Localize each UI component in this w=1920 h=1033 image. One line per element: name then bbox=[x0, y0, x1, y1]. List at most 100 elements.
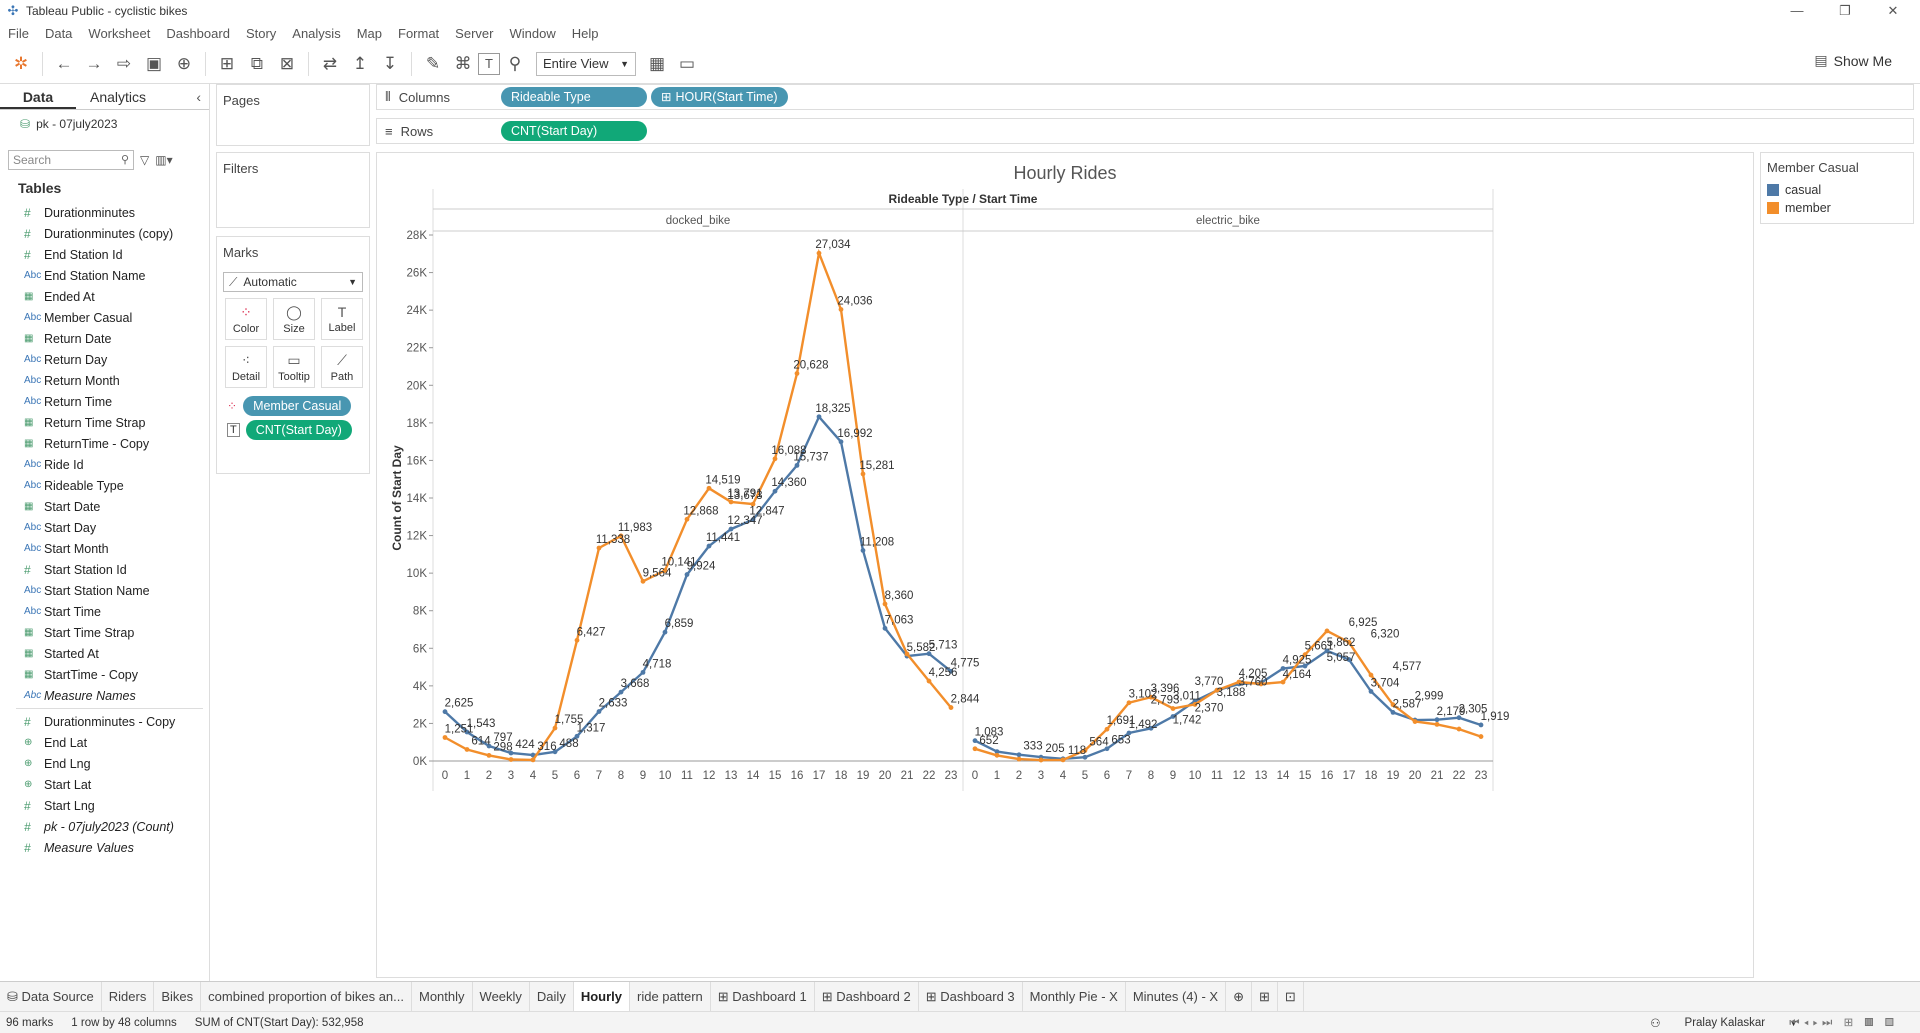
tab-data[interactable]: Data bbox=[0, 84, 76, 109]
field-item[interactable]: ▦ Return Date bbox=[0, 328, 209, 349]
color-legend[interactable]: Member Casual casual member bbox=[1760, 152, 1914, 224]
field-item[interactable]: Abc Measure Names bbox=[0, 685, 209, 706]
search-input[interactable]: Search ⚲ bbox=[8, 150, 134, 170]
show-labels-icon[interactable]: T bbox=[478, 52, 500, 75]
field-item[interactable]: ▦ Started At bbox=[0, 643, 209, 664]
new-worksheet-tab-icon[interactable]: ⊕ bbox=[1226, 981, 1252, 1012]
new-story-tab-icon[interactable]: ⊡ bbox=[1278, 981, 1304, 1012]
field-item[interactable]: ▦ Start Time Strap bbox=[0, 622, 209, 643]
field-item[interactable]: # pk - 07july2023 (Count) bbox=[0, 816, 209, 837]
group-icon[interactable]: ⌘ bbox=[454, 53, 472, 73]
replay-icon[interactable]: ⇨ bbox=[116, 53, 132, 73]
mark-type-select[interactable]: ⟋ Automatic ▼ bbox=[223, 272, 363, 292]
menu-file[interactable]: File bbox=[8, 25, 29, 41]
duplicate-sheet-icon[interactable]: ⧉ bbox=[250, 53, 264, 73]
menu-window[interactable]: Window bbox=[509, 25, 556, 41]
filters-card[interactable]: Filters bbox=[216, 152, 370, 228]
tab-data-source[interactable]: ⛁ Data Source bbox=[0, 981, 102, 1012]
fix-axes-icon[interactable]: ⚲ bbox=[508, 53, 522, 73]
color-button[interactable]: ⁘ Color bbox=[225, 298, 267, 340]
legend-item-casual[interactable]: casual bbox=[1761, 181, 1913, 199]
menu-map[interactable]: Map bbox=[356, 25, 382, 41]
close-button[interactable]: ✕ bbox=[1887, 3, 1899, 18]
tab-minutes[interactable]: Minutes (4) - X bbox=[1126, 981, 1227, 1012]
cards-toggle-icon[interactable]: ▦ bbox=[648, 53, 666, 73]
field-item[interactable]: Abc Start Month bbox=[0, 538, 209, 559]
tab-analytics[interactable]: Analytics bbox=[89, 89, 147, 105]
menu-data[interactable]: Data bbox=[44, 25, 73, 41]
tab-dashboard-2[interactable]: ⊞ Dashboard 2 bbox=[815, 981, 919, 1012]
tab-dashboard-3[interactable]: ⊞ Dashboard 3 bbox=[919, 981, 1023, 1012]
view-options-icon[interactable]: ▥▾ bbox=[155, 153, 173, 167]
field-item[interactable]: Abc Ride Id bbox=[0, 454, 209, 475]
field-item[interactable]: ⊕ End Lng bbox=[0, 753, 209, 774]
pages-card[interactable]: Pages bbox=[216, 84, 370, 146]
tab-riders[interactable]: Riders bbox=[102, 981, 155, 1012]
user-menu[interactable]: ⚇ Pralay Kalaskar ▼ bbox=[1644, 1016, 1810, 1030]
tableau-home-icon[interactable]: ✲ bbox=[13, 53, 29, 73]
tab-weekly[interactable]: Weekly bbox=[473, 981, 530, 1012]
field-item[interactable]: Abc Return Month bbox=[0, 370, 209, 391]
menu-server[interactable]: Server bbox=[455, 25, 494, 41]
label-button[interactable]: T Label bbox=[321, 298, 363, 340]
menu-analysis[interactable]: Analysis bbox=[292, 25, 341, 41]
field-item[interactable]: Abc Return Day bbox=[0, 349, 209, 370]
field-item[interactable]: # Start Lng bbox=[0, 795, 209, 816]
field-item[interactable]: Abc Member Casual bbox=[0, 307, 209, 328]
tab-combined-proportion[interactable]: combined proportion of bikes an... bbox=[201, 981, 412, 1012]
tooltip-button[interactable]: ▭ Tooltip bbox=[273, 346, 315, 388]
field-item[interactable]: ⊕ End Lat bbox=[0, 732, 209, 753]
view-mode-select[interactable]: Entire View ▼ bbox=[536, 51, 636, 76]
menu-worksheet[interactable]: Worksheet bbox=[88, 25, 151, 41]
field-item[interactable]: # End Station Id bbox=[0, 244, 209, 265]
presentation-mode-icon[interactable]: ▭ bbox=[678, 53, 696, 73]
path-button[interactable]: ⟋ Path bbox=[321, 346, 363, 388]
member-casual-pill[interactable]: Member Casual bbox=[243, 396, 352, 416]
field-item[interactable]: # Durationminutes - Copy bbox=[0, 711, 209, 732]
new-worksheet-icon[interactable]: ⊞ bbox=[219, 53, 235, 73]
swap-rows-columns-icon[interactable]: ⇄ bbox=[322, 53, 338, 73]
collapse-pane-icon[interactable]: ‹ bbox=[196, 89, 201, 105]
tab-daily[interactable]: Daily bbox=[530, 981, 574, 1012]
field-item[interactable]: Abc Start Time bbox=[0, 601, 209, 622]
field-item[interactable]: ▦ StartTime - Copy bbox=[0, 664, 209, 685]
datasource-item[interactable]: ⛁ pk - 07july2023 bbox=[0, 112, 209, 136]
field-item[interactable]: # Durationminutes bbox=[0, 202, 209, 223]
field-item[interactable]: Abc Start Station Name bbox=[0, 580, 209, 601]
field-item[interactable]: # Start Station Id bbox=[0, 559, 209, 580]
sort-descending-icon[interactable]: ↧ bbox=[382, 53, 398, 73]
tab-hourly[interactable]: Hourly bbox=[573, 981, 630, 1012]
legend-item-member[interactable]: member bbox=[1761, 199, 1913, 217]
hour-start-time-pill[interactable]: ⊞ HOUR(Start Time) bbox=[651, 87, 788, 107]
field-item[interactable]: ▦ Ended At bbox=[0, 286, 209, 307]
detail-button[interactable]: ⁖ Detail bbox=[225, 346, 267, 388]
field-item[interactable]: Abc Return Time bbox=[0, 391, 209, 412]
field-item[interactable]: Abc End Station Name bbox=[0, 265, 209, 286]
field-item[interactable]: ▦ ReturnTime - Copy bbox=[0, 433, 209, 454]
field-item[interactable]: ▦ Start Date bbox=[0, 496, 209, 517]
menu-help[interactable]: Help bbox=[571, 25, 599, 41]
show-me-button[interactable]: ▤ Show Me bbox=[1814, 52, 1892, 69]
size-button[interactable]: ◯ Size bbox=[273, 298, 315, 340]
save-icon[interactable]: ▣ bbox=[145, 53, 163, 73]
cnt-start-day-pill[interactable]: CNT(Start Day) bbox=[245, 420, 352, 440]
new-dashboard-tab-icon[interactable]: ⊞ bbox=[1252, 981, 1278, 1012]
filter-icon[interactable]: ▽ bbox=[140, 153, 150, 167]
redo-icon[interactable]: → bbox=[85, 53, 103, 73]
tab-dashboard-1[interactable]: ⊞ Dashboard 1 bbox=[711, 981, 815, 1012]
menu-story[interactable]: Story bbox=[245, 25, 277, 41]
tab-bikes[interactable]: Bikes bbox=[154, 981, 202, 1012]
cnt-start-day-row-pill[interactable]: CNT(Start Day) bbox=[501, 121, 647, 141]
sort-ascending-icon[interactable]: ↥ bbox=[352, 53, 368, 73]
add-datasource-icon[interactable]: ⊕ bbox=[176, 53, 192, 73]
menu-dashboard[interactable]: Dashboard bbox=[166, 25, 230, 41]
rideable-type-pill[interactable]: Rideable Type bbox=[501, 87, 647, 107]
maximize-button[interactable]: ❐ bbox=[1839, 3, 1851, 18]
field-item[interactable]: # Measure Values bbox=[0, 837, 209, 858]
field-item[interactable]: # Durationminutes (copy) bbox=[0, 223, 209, 244]
tab-ride-pattern[interactable]: ride pattern bbox=[630, 981, 711, 1012]
field-item[interactable]: Abc Start Day bbox=[0, 517, 209, 538]
field-item[interactable]: ▦ Return Time Strap bbox=[0, 412, 209, 433]
tab-monthly[interactable]: Monthly bbox=[412, 981, 473, 1012]
chart-view[interactable]: Hourly Rides Rideable Type / Start Time do… bbox=[376, 152, 1754, 978]
